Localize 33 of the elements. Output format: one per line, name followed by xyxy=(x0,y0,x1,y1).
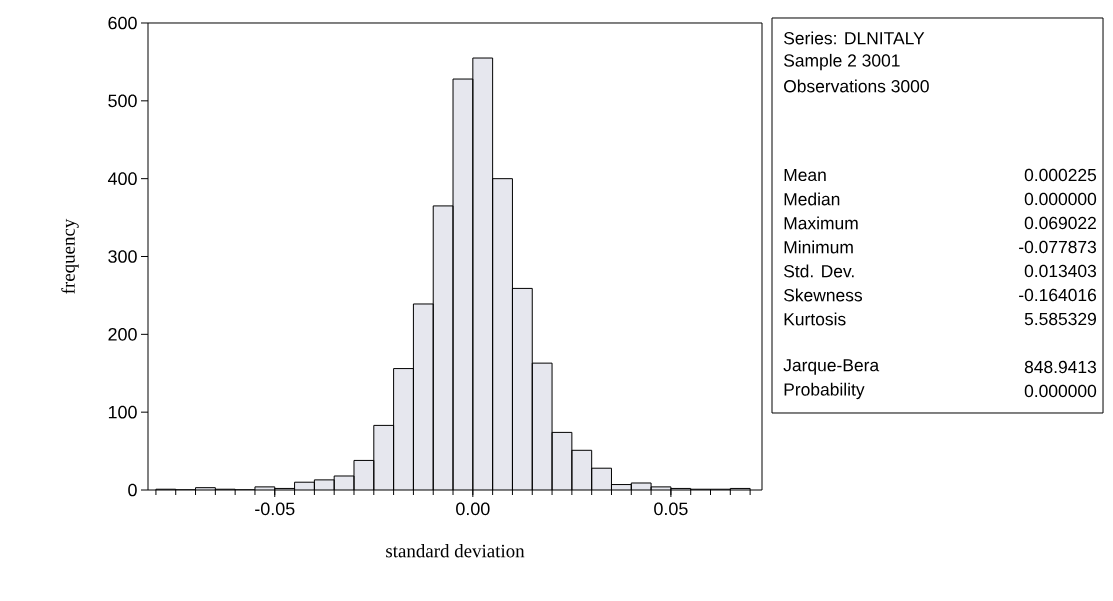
y-tick-label: 400 xyxy=(107,172,137,186)
text: -0.164016 xyxy=(1019,288,1097,302)
text: Sample 2 3001 xyxy=(784,53,900,71)
text: Probability xyxy=(784,382,865,400)
x-tick-label: 0.05 xyxy=(654,502,688,516)
text: Series: DLNITALY xyxy=(784,31,925,45)
text: 848.9413 xyxy=(1024,360,1097,374)
y-tick-label: 600 xyxy=(108,16,137,30)
text: 0.013403 xyxy=(1024,264,1097,278)
text: 0.000225 xyxy=(1024,168,1097,182)
y-tick-label: 300 xyxy=(108,250,137,263)
text: -0.077873 xyxy=(1019,240,1097,254)
y-tick-label: 500 xyxy=(108,94,137,108)
text: Kurtosis xyxy=(784,312,846,326)
y-tick-label: 0 xyxy=(128,483,137,497)
text: Mean xyxy=(784,168,826,182)
x-tick-label: 0.00 xyxy=(456,502,490,516)
text: Jarque-Bera xyxy=(783,359,880,375)
x-tick-label: -0.05 xyxy=(255,502,295,516)
text: Std. Dev. xyxy=(784,264,854,278)
text: Maximum xyxy=(784,216,858,230)
text: 5.585329 xyxy=(1024,312,1096,326)
y-tick-label: 100 xyxy=(108,405,137,419)
text: 0.069022 xyxy=(1024,216,1096,230)
text: Median xyxy=(784,192,840,206)
text: Minimum xyxy=(784,240,853,254)
text: Observations 3000 xyxy=(784,79,929,93)
x-axis-title: standard deviation xyxy=(386,544,525,558)
text: 0.000000 xyxy=(1024,384,1097,398)
text: Skewness xyxy=(784,288,863,302)
y-axis-title: frequency xyxy=(61,218,79,294)
text: 0.000000 xyxy=(1024,192,1097,206)
y-tick-label: 200 xyxy=(108,327,137,341)
